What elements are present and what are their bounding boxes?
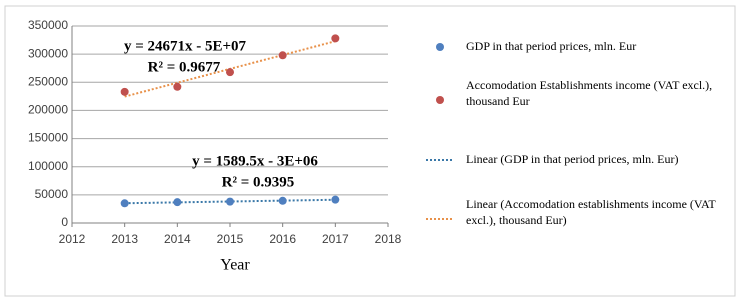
- trend-equation: y = 24671x - 5E+07: [124, 38, 247, 54]
- legend-marker: [436, 96, 444, 104]
- y-tick-label: 300000: [28, 46, 68, 60]
- x-tick-label: 2013: [111, 232, 138, 246]
- x-tick-label: 2014: [164, 232, 191, 246]
- y-tick-label: 100000: [28, 159, 68, 173]
- data-point: [226, 197, 234, 206]
- x-tick-label: 2015: [217, 232, 244, 246]
- data-point: [226, 68, 234, 77]
- trend-equation: y = 1589.5x - 3E+06: [192, 153, 318, 169]
- data-point: [173, 82, 182, 91]
- legend-label: Linear (GDP in that period prices, mln. …: [466, 152, 679, 166]
- data-point: [173, 198, 182, 207]
- legend-label: Linear (Accomodation establishments inco…: [466, 197, 716, 227]
- y-tick-label: 200000: [28, 103, 68, 117]
- y-tick-label: 350000: [28, 18, 68, 32]
- y-tick-label: 250000: [28, 74, 68, 88]
- data-point: [278, 196, 287, 205]
- x-tick-label: 2018: [375, 232, 402, 246]
- frame: [4, 5, 736, 297]
- data-point: [331, 34, 340, 43]
- y-tick-label: 0: [61, 215, 68, 229]
- data-point: [120, 199, 129, 208]
- legend-label: Accomodation Establishments income (VAT …: [466, 78, 712, 108]
- y-tick-label: 50000: [35, 187, 69, 201]
- data-point: [331, 195, 340, 204]
- data-point: [278, 51, 287, 60]
- trend-r-squared: R² = 0.9395: [222, 174, 295, 190]
- x-tick-label: 2016: [269, 232, 296, 246]
- legend-marker: [436, 43, 444, 51]
- x-tick-label: 2012: [59, 232, 86, 246]
- x-tick-label: 2017: [322, 232, 349, 246]
- trend-r-squared: R² = 0.9677: [148, 59, 221, 75]
- y-tick-label: 150000: [28, 131, 68, 145]
- legend-label: GDP in that period prices, mln. Eur: [466, 39, 636, 53]
- data-point: [120, 87, 129, 96]
- x-axis-label: Year: [220, 257, 250, 274]
